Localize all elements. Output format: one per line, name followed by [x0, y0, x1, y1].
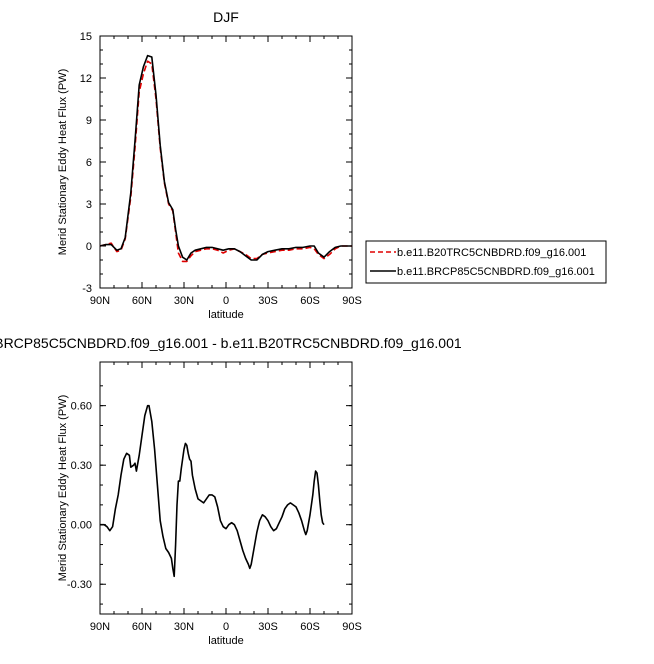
- y-tick-label: 0.00: [71, 520, 92, 532]
- legend: b.e11.B20TRC5CNBDRD.f09_g16.001 b.e11.BRC…: [365, 240, 607, 284]
- y-tick-label: 9: [86, 115, 92, 127]
- x-axis-label: latitude: [208, 309, 243, 321]
- x-tick-label: 60N: [132, 295, 152, 307]
- legend-label-1: b.e11.BRCP85C5CNBDRD.f09_g16.001: [397, 266, 595, 278]
- y-axis-label: Merid Stationary Eddy Heat Flux (PW): [57, 395, 69, 581]
- series-line-0: [99, 60, 352, 263]
- x-tick-label: 90N: [90, 295, 110, 307]
- y-tick-label: 0.30: [71, 460, 92, 472]
- y-axis-label: Merid Stationary Eddy Heat Flux (PW): [57, 69, 69, 255]
- x-tick-label: 30S: [258, 621, 278, 633]
- y-tick-label: 0: [86, 241, 92, 253]
- x-tick-label: 90N: [90, 621, 110, 633]
- y-tick-label: 0.60: [71, 401, 92, 413]
- chart-title: .BRCP85C5CNBDRD.f09_g16.001 - b.e11.B20T…: [0, 335, 462, 351]
- x-tick-label: 60S: [300, 621, 320, 633]
- x-tick-label: 30N: [174, 295, 194, 307]
- y-tick-label: 6: [86, 157, 92, 169]
- y-tick-label: 12: [80, 73, 92, 85]
- legend-box: [365, 240, 607, 284]
- x-tick-label: 30S: [258, 295, 278, 307]
- legend-label-0: b.e11.B20TRC5CNBDRD.f09_g16.001: [397, 247, 586, 259]
- x-tick-label: 60S: [300, 295, 320, 307]
- series-line-0: [100, 404, 325, 578]
- x-tick-label: 0: [223, 295, 229, 307]
- x-axis-label: latitude: [208, 635, 243, 647]
- series-line-1: [99, 54, 352, 261]
- y-tick-label: 3: [86, 199, 92, 211]
- x-tick-label: 90S: [342, 295, 362, 307]
- x-tick-label: 90S: [342, 621, 362, 633]
- top-plot: 90N 60N 30N 0 30S 60S 90S -3 0 3 6 9 12 15 latitude Mer…: [57, 9, 362, 321]
- x-tick-label: 60N: [132, 621, 152, 633]
- chart-title: DJF: [213, 9, 239, 25]
- difference-plot: 90N 60N 30N 0 30S 60S 90S -0.30 0.00 0.30 0.60 lati…: [0, 335, 462, 647]
- y-tick-label: -3: [82, 283, 92, 295]
- y-tick-label: 15: [80, 31, 92, 43]
- x-tick-label: 0: [223, 621, 229, 633]
- x-tick-label: 30N: [174, 621, 194, 633]
- y-tick-label: -0.30: [67, 579, 92, 591]
